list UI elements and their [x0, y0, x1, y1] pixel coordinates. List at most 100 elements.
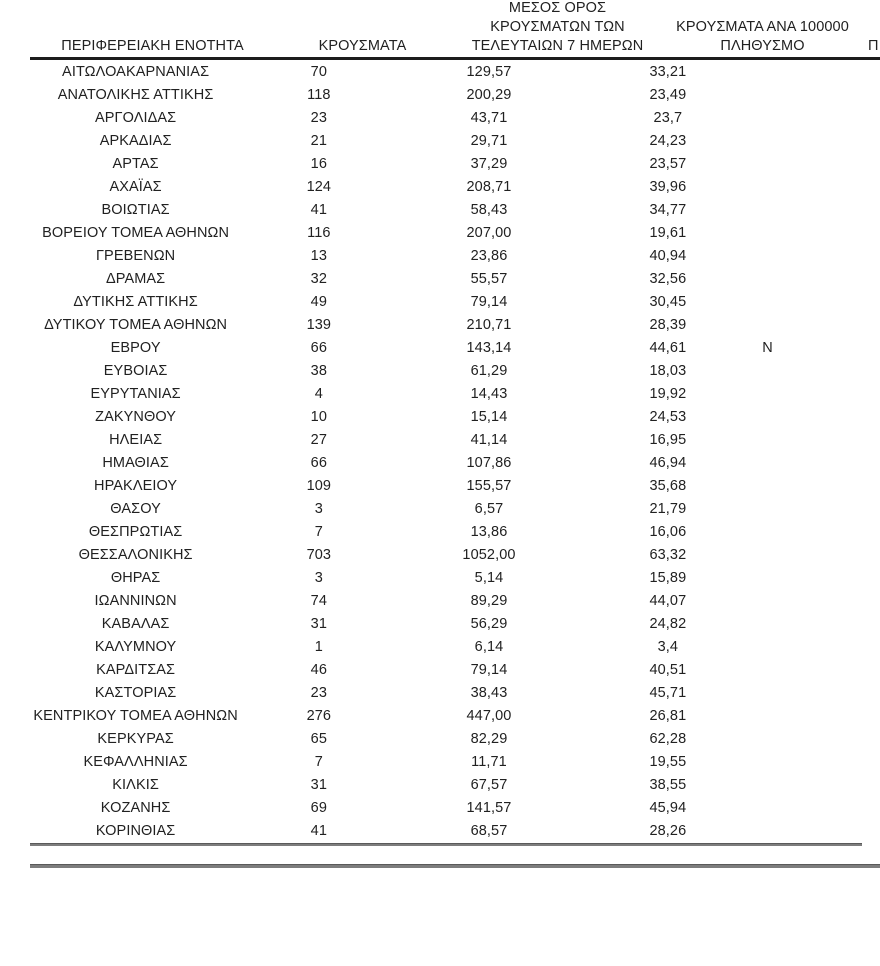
cell-extra	[744, 360, 880, 383]
cell-per100k: 18,03	[649, 363, 687, 379]
cell-region: ΖΑΚΥΝΘΟΥ	[95, 409, 177, 425]
cell-region: ΚΕΡΚΥΡΑΣ	[97, 731, 174, 747]
cell-region: ΑΧΑΪΑΣ	[109, 179, 162, 195]
cell-region: ΚΕΝΤΡΙΚΟΥ ΤΟΜΕΑ ΑΘΗΝΩΝ	[33, 708, 238, 724]
cell-per100k: 16,95	[649, 432, 687, 448]
cell-cases: 116	[307, 225, 331, 241]
cell-extra	[744, 61, 880, 84]
table-row: ΒΟΡΕΙΟΥ ΤΟΜΕΑ ΑΘΗΝΩΝ 116 207,00 19,61	[0, 222, 880, 245]
cell-extra	[744, 429, 880, 452]
header-divider-rule	[30, 57, 880, 60]
cell-region: ΕΥΡΥΤΑΝΙΑΣ	[90, 386, 181, 402]
table-row: ΙΩΑΝΝΙΝΩΝ 74 89,29 44,07	[0, 590, 880, 613]
cell-region: ΚΑΡΔΙΤΣΑΣ	[96, 662, 176, 678]
cell-region: ΑΡΤΑΣ	[112, 156, 159, 172]
cell-avg7: 55,57	[470, 271, 508, 287]
table-row: ΕΥΡΥΤΑΝΙΑΣ 4 14,43 19,92	[0, 383, 880, 406]
cell-region: ΚΟΡΙΝΘΙΑΣ	[95, 823, 176, 839]
cell-avg7: 23,86	[470, 248, 508, 264]
cell-per100k: 44,07	[649, 593, 687, 609]
cell-extra	[744, 797, 880, 820]
cell-per100k: 35,68	[649, 478, 687, 494]
cell-per100k: 63,32	[649, 547, 687, 563]
cell-cases: 10	[310, 409, 328, 425]
cell-extra	[744, 245, 880, 268]
cell-avg7: 58,43	[470, 202, 508, 218]
cell-cases: 703	[306, 547, 332, 563]
cell-cases: 31	[310, 777, 328, 793]
cell-cases: 3	[314, 501, 323, 517]
cell-extra	[744, 613, 880, 636]
cell-avg7: 79,14	[470, 662, 508, 678]
cell-avg7: 107,86	[466, 455, 512, 471]
cell-cases: 1	[314, 639, 323, 655]
cell-region: ΒΟΙΩΤΙΑΣ	[101, 202, 170, 218]
cell-region: ΑΙΤΩΛΟΑΚΑΡΝΑΝΙΑΣ	[62, 64, 210, 80]
cell-region: ΚΑΒΑΛΑΣ	[101, 616, 170, 632]
cell-region: ΒΟΡΕΙΟΥ ΤΟΜΕΑ ΑΘΗΝΩΝ	[42, 225, 230, 241]
table-row: ΘΗΡΑΣ 3 5,14 15,89	[0, 567, 880, 590]
table-row: ΗΛΕΙΑΣ 27 41,14 16,95	[0, 429, 880, 452]
cell-extra	[744, 682, 880, 705]
table-row: ΕΥΒΟΙΑΣ 38 61,29 18,03	[0, 360, 880, 383]
cell-region: ΓΡΕΒΕΝΩΝ	[95, 248, 176, 264]
cell-per100k: 24,23	[649, 133, 687, 149]
cell-per100k: 23,7	[653, 110, 683, 126]
table-row: ΚΑΡΔΙΤΣΑΣ 46 79,14 40,51	[0, 659, 880, 682]
cell-extra	[744, 383, 880, 406]
cell-cases: 32	[310, 271, 328, 287]
cell-avg7: 6,14	[474, 639, 504, 655]
cell-cases: 109	[306, 478, 332, 494]
cell-extra	[744, 406, 880, 429]
table-row: ΔΡΑΜΑΣ 32 55,57 32,56	[0, 268, 880, 291]
cell-per100k: 19,55	[649, 754, 687, 770]
cell-cases: 69	[310, 800, 328, 816]
cell-cases: 118	[307, 87, 331, 103]
cell-avg7: 141,57	[466, 800, 512, 816]
table-row: ΚΕΡΚΥΡΑΣ 65 82,29 62,28	[0, 728, 880, 751]
table-row: ΔΥΤΙΚΟΥ ΤΟΜΕΑ ΑΘΗΝΩΝ 139 210,71 28,39	[0, 314, 880, 337]
cell-region: ΕΒΡΟΥ	[110, 340, 161, 356]
cell-per100k: 34,77	[649, 202, 687, 218]
cell-region: ΗΛΕΙΑΣ	[109, 432, 163, 448]
cell-per100k: 24,82	[649, 616, 687, 632]
cell-cases: 66	[310, 455, 328, 471]
column-header-7day-average: ΜΕΣΟΣ ΟΡΟΣ ΚΡΟΥΣΜΑΤΩΝ ΤΩΝ ΤΕΛΕΥΤΑΙΩΝ 7 Η…	[440, 0, 675, 56]
cell-avg7: 79,14	[470, 294, 508, 310]
cell-cases: 70	[310, 64, 328, 80]
column-header-7day-average-line2: ΚΡΟΥΣΜΑΤΩΝ ΤΩΝ	[490, 19, 625, 35]
table-row: ΚΑΛΥΜΝΟΥ 1 6,14 3,4	[0, 636, 880, 659]
table-row: ΚΕΦΑΛΛΗΝΙΑΣ 7 11,71 19,55	[0, 751, 880, 774]
cell-cases: 23	[310, 110, 328, 126]
cell-region: ΑΝΑΤΟΛΙΚΗΣ ΑΤΤΙΚΗΣ	[57, 87, 214, 103]
table-row: ΗΡΑΚΛΕΙΟΥ 109 155,57 35,68	[0, 475, 880, 498]
cell-per100k: 30,45	[649, 294, 687, 310]
cell-extra: Ν	[762, 340, 773, 356]
table-row: ΚΑΒΑΛΑΣ 31 56,29 24,82	[0, 613, 880, 636]
column-header-cutoff: Π	[850, 37, 880, 56]
cell-per100k: 45,71	[649, 685, 687, 701]
cell-per100k: 3,4	[657, 639, 679, 655]
column-header-7day-average-line3: ΤΕΛΕΥΤΑΙΩΝ 7 ΗΜΕΡΩΝ	[471, 38, 644, 54]
column-header-region: ΠΕΡΙΦΕΡΕΙΑΚΗ ΕΝΟΤΗΤΑ	[20, 37, 285, 56]
cell-cases: 139	[306, 317, 332, 333]
table-body: ΑΙΤΩΛΟΑΚΑΡΝΑΝΙΑΣ 70 129,57 33,21 ΑΝΑΤΟΛΙΚΗΣ …	[0, 61, 880, 843]
cell-extra	[744, 222, 880, 245]
cell-per100k: 45,94	[649, 800, 687, 816]
cell-avg7: 38,43	[470, 685, 508, 701]
column-header-7day-average-line1: ΜΕΣΟΣ ΟΡΟΣ	[508, 0, 607, 16]
cell-region: ΘΑΣΟΥ	[110, 501, 161, 517]
cell-extra	[744, 176, 880, 199]
cell-avg7: 14,43	[470, 386, 508, 402]
table-row: ΚΙΛΚΙΣ 31 67,57 38,55	[0, 774, 880, 797]
table-row: ΘΑΣΟΥ 3 6,57 21,79	[0, 498, 880, 521]
cell-region: ΘΕΣΠΡΩΤΙΑΣ	[88, 524, 183, 540]
cell-cases: 124	[306, 179, 332, 195]
cell-cases: 4	[314, 386, 323, 402]
cell-cases: 27	[310, 432, 328, 448]
cell-per100k: 40,94	[649, 248, 687, 264]
cell-avg7: 82,29	[470, 731, 508, 747]
cell-extra	[744, 107, 880, 130]
cell-region: ΔΥΤΙΚΟΥ ΤΟΜΕΑ ΑΘΗΝΩΝ	[44, 317, 228, 333]
column-header-cutoff-label: Π	[868, 38, 879, 54]
